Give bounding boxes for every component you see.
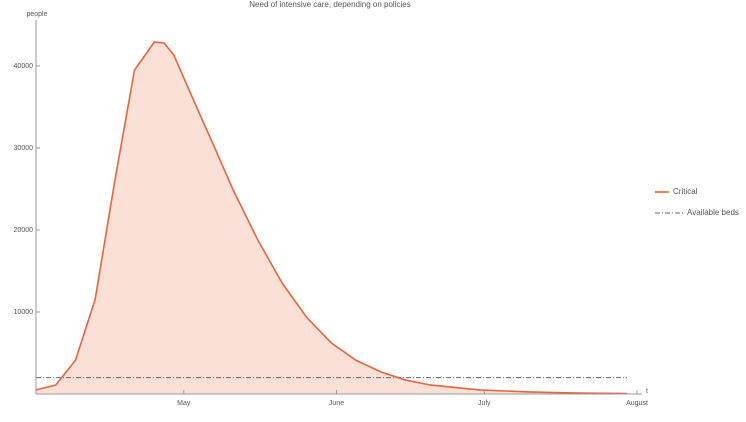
y-tick-label: 10000 <box>14 309 34 316</box>
x-tick-label: August <box>626 400 648 407</box>
x-tick-label: May <box>177 400 191 407</box>
y-tick-label: 20000 <box>14 227 34 234</box>
chart-title: Need of intensive care, depending on pol… <box>249 0 410 9</box>
y-tick-label: 40000 <box>14 63 34 70</box>
legend-label: Available beds <box>687 208 739 217</box>
x-tick-label: June <box>329 400 344 407</box>
area <box>36 42 628 394</box>
x-axis-label: t <box>646 388 648 395</box>
x-tick-label: July <box>478 400 491 407</box>
line <box>35 41 628 395</box>
legend-label: Critical <box>673 187 698 196</box>
y-tick-label: 30000 <box>14 145 34 152</box>
y-axis-label: people <box>26 11 47 18</box>
